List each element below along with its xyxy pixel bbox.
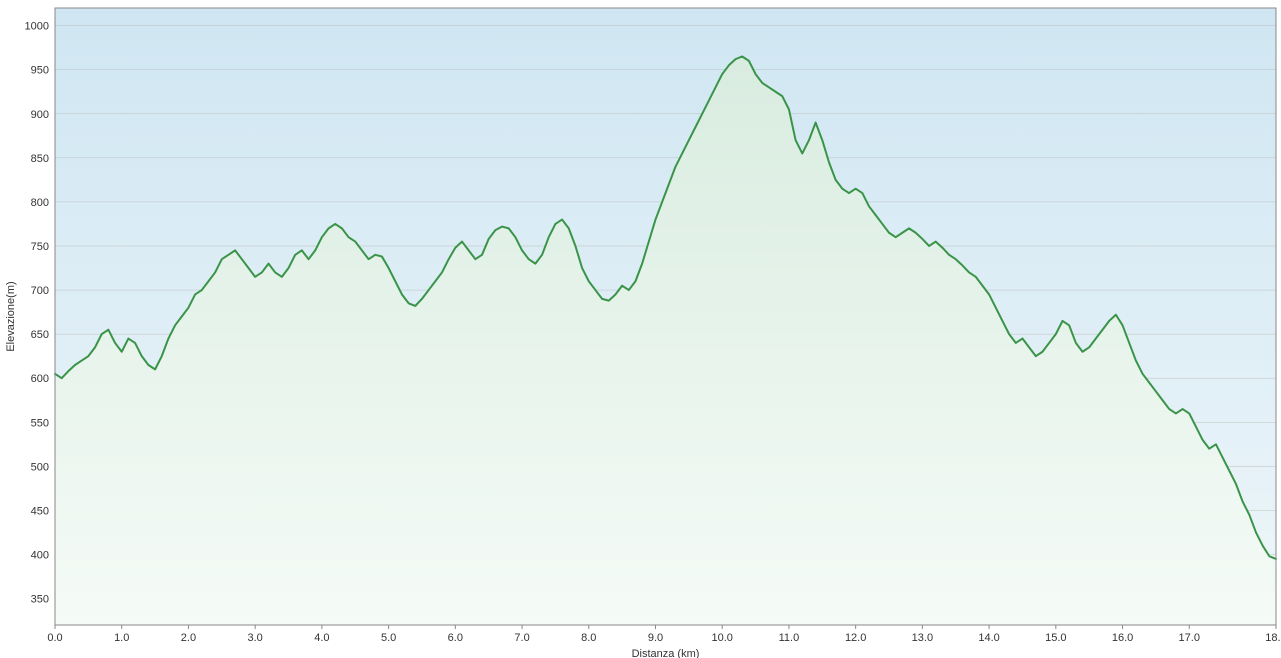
y-tick-label: 450: [31, 505, 49, 517]
chart-svg: 350 400 450 500 550 600 650 700 750 800 850 900 950 1…: [0, 0, 1281, 658]
x-tick-label: 1.0: [114, 632, 129, 644]
y-tick-label: 600: [31, 373, 49, 385]
y-axis-title: Elevazione(m): [5, 281, 17, 351]
x-tick-label: 8.0: [581, 632, 596, 644]
x-tick-label: 5.0: [381, 632, 396, 644]
x-axis-title: Distanza (km): [632, 648, 700, 658]
y-tick-label: 800: [31, 197, 49, 209]
x-tick-label: 0.0: [47, 632, 62, 644]
y-tick-label: 350: [31, 594, 49, 606]
y-tick-label: 750: [31, 241, 49, 253]
x-tick-label: 17.0: [1179, 632, 1200, 644]
y-tick-label: 1000: [25, 21, 49, 33]
x-tick-label: 16.0: [1112, 632, 1133, 644]
x-tick-label: 3.0: [248, 632, 263, 644]
y-tick-label: 950: [31, 65, 49, 77]
x-tick-label: 12.0: [845, 632, 866, 644]
elevation-chart: 350 400 450 500 550 600 650 700 750 800 850 900 950 1…: [0, 0, 1281, 658]
y-tick-label: 850: [31, 153, 49, 165]
y-tick-label: 700: [31, 285, 49, 297]
y-tick-label: 400: [31, 549, 49, 561]
y-tick-label: 650: [31, 329, 49, 341]
x-tick-label: 13.0: [912, 632, 933, 644]
y-tick-label: 900: [31, 109, 49, 121]
x-tick-label: 4.0: [314, 632, 329, 644]
y-tick-label: 550: [31, 417, 49, 429]
x-tick-label: 7.0: [514, 632, 529, 644]
x-tick-label: 14.0: [978, 632, 999, 644]
x-tick-label: 11.0: [779, 632, 800, 644]
x-tick-label: 10.0: [712, 632, 733, 644]
x-tick-label: 9.0: [648, 632, 663, 644]
y-tick-label: 500: [31, 461, 49, 473]
x-tick-label: 6.0: [448, 632, 463, 644]
x-tick-label: 15.0: [1045, 632, 1066, 644]
x-tick-label: 2.0: [181, 632, 196, 644]
x-tick-label: 18.3: [1265, 632, 1281, 644]
